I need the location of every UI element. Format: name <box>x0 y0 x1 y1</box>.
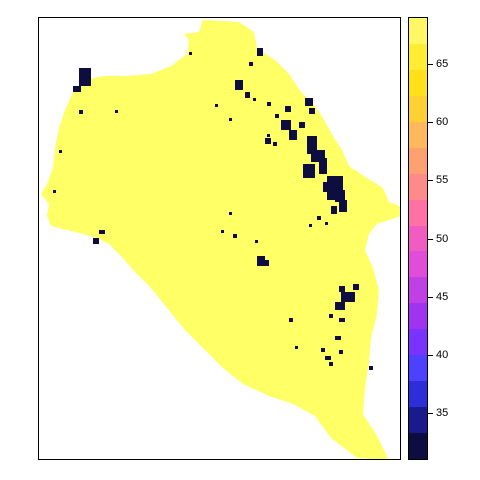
raster-map <box>41 20 400 459</box>
color-scale-tick-label: 50 <box>436 233 449 245</box>
color-scale-tick-label: 35 <box>436 407 449 419</box>
low-value-cell <box>309 108 315 114</box>
low-value-cell <box>307 136 317 154</box>
color-scale-tick-label: 55 <box>436 174 449 186</box>
low-value-cell <box>339 200 347 212</box>
low-value-cell <box>309 224 312 227</box>
low-value-cell <box>289 130 297 140</box>
low-value-cell <box>353 284 359 290</box>
low-value-cell <box>335 336 341 340</box>
color-scale-swatch <box>409 433 427 459</box>
low-value-cell <box>285 106 291 112</box>
low-value-cell <box>221 230 224 233</box>
low-value-cell <box>245 92 250 98</box>
color-scale-swatch <box>409 18 427 44</box>
color-scale-swatch <box>409 148 427 174</box>
color-scale-swatch <box>409 96 427 122</box>
low-value-cell <box>267 134 270 137</box>
low-value-cell <box>325 222 328 225</box>
color-scale-tick <box>428 413 433 414</box>
color-scale-swatch <box>409 174 427 200</box>
low-value-cell <box>329 362 333 366</box>
low-value-cell <box>321 348 325 352</box>
color-scale-swatch <box>409 251 427 277</box>
color-scale-tick-label: 60 <box>436 116 449 128</box>
low-value-cell <box>335 190 345 202</box>
color-scale-tick-label: 40 <box>436 349 449 361</box>
map-panel <box>38 17 401 460</box>
color-scale-swatch <box>409 44 427 70</box>
color-scale-tick <box>428 355 433 356</box>
low-value-cell <box>59 150 62 153</box>
low-value-cell <box>317 216 321 220</box>
color-scale-swatch <box>409 226 427 251</box>
low-value-cell <box>339 318 345 322</box>
color-scale-tick <box>428 180 433 181</box>
color-scale-swatch <box>409 407 427 433</box>
low-value-cell <box>281 120 291 130</box>
region-fill <box>41 20 400 459</box>
low-value-cell <box>295 346 298 349</box>
color-scale-swatch <box>409 70 427 96</box>
color-scale-tick-label: 65 <box>436 58 449 70</box>
low-value-cell <box>235 80 243 90</box>
color-scale-tick-label: 45 <box>436 291 449 303</box>
low-value-cell <box>341 292 355 302</box>
low-value-cell <box>229 118 232 121</box>
low-value-cell <box>305 98 313 106</box>
low-value-cell <box>325 356 331 360</box>
low-value-cell <box>273 142 277 146</box>
low-value-cell <box>255 240 258 243</box>
low-value-cell <box>257 256 265 266</box>
color-scale-tick <box>428 297 433 298</box>
color-scale-tick <box>428 122 433 123</box>
low-value-cell <box>115 110 118 113</box>
low-value-cell <box>215 104 218 107</box>
low-value-cell <box>319 158 327 174</box>
low-value-cell <box>265 138 271 144</box>
low-value-cell <box>369 366 373 370</box>
low-value-cell <box>229 212 232 215</box>
color-scale-swatch <box>409 329 427 355</box>
low-value-cell <box>53 190 56 193</box>
low-value-cell <box>263 260 269 266</box>
low-value-cell <box>93 238 99 244</box>
color-scale-swatch <box>409 200 427 226</box>
low-value-cell <box>79 68 91 86</box>
low-value-cell <box>257 48 263 56</box>
low-value-cell <box>339 286 345 292</box>
low-value-cell <box>99 230 105 234</box>
low-value-cells <box>53 48 373 370</box>
low-value-cell <box>289 318 293 322</box>
low-value-cell <box>253 98 256 101</box>
color-scale-swatch <box>409 303 427 329</box>
low-value-cell <box>303 164 315 178</box>
low-value-cell <box>335 302 345 310</box>
color-scale-bar <box>408 17 428 460</box>
color-scale-swatch <box>409 355 427 381</box>
color-scale-swatch <box>409 277 427 303</box>
low-value-cell <box>299 122 305 128</box>
color-scale-tick <box>428 64 433 65</box>
low-value-cell <box>233 234 237 238</box>
low-value-cell <box>79 110 83 114</box>
color-scale-tick <box>428 239 433 240</box>
low-value-cell <box>331 206 337 214</box>
low-value-cell <box>189 52 192 55</box>
low-value-cell <box>267 102 271 106</box>
low-value-cell <box>275 114 279 118</box>
low-value-cell <box>339 350 343 354</box>
low-value-cell <box>249 62 253 66</box>
color-scale-swatch <box>409 122 427 148</box>
low-value-cell <box>329 314 333 318</box>
low-value-cell <box>73 86 81 92</box>
color-scale-swatch <box>409 381 427 407</box>
